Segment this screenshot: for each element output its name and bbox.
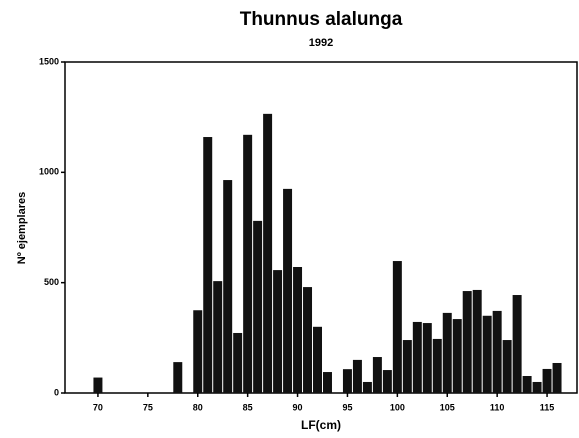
x-tick-label: 105 (440, 402, 455, 412)
x-tick-label: 95 (342, 402, 352, 412)
x-tick-label: 85 (243, 402, 253, 412)
bar (193, 310, 203, 393)
y-axis-label: Nº ejemplares (16, 192, 28, 265)
bar (243, 134, 253, 393)
y-tick-label: 1000 (39, 167, 59, 177)
x-tick-label: 70 (93, 402, 103, 412)
x-axis-label: LF(cm) (301, 418, 341, 432)
bar (372, 357, 382, 393)
y-tick-label: 0 (54, 387, 59, 397)
y-tick-label: 500 (44, 277, 59, 287)
bar (313, 326, 322, 393)
chart-title: Thunnus alalunga (240, 9, 403, 30)
bar (93, 377, 103, 393)
bar (213, 281, 223, 393)
bar (412, 321, 422, 393)
x-tick-label: 115 (540, 402, 555, 412)
bar (303, 287, 313, 393)
bar (342, 369, 352, 393)
x-tick-label: 75 (143, 402, 153, 412)
bar (362, 381, 372, 393)
bar (452, 319, 462, 393)
bar (482, 315, 492, 393)
bar (352, 359, 362, 393)
bar (263, 113, 273, 394)
x-tick-label: 110 (490, 402, 505, 412)
bar (462, 291, 472, 393)
bar (322, 372, 332, 393)
bar (293, 266, 303, 393)
bar (532, 381, 542, 393)
bar (442, 312, 452, 393)
bar (203, 137, 213, 393)
bar (283, 188, 293, 393)
x-tick-label: 80 (193, 402, 203, 412)
bar (512, 295, 522, 393)
bar (422, 323, 432, 393)
bar (382, 370, 392, 393)
bar (522, 376, 532, 393)
x-tick-label: 90 (293, 402, 303, 412)
bar (552, 362, 562, 393)
bar (472, 289, 482, 393)
bar (492, 310, 502, 393)
bar (223, 180, 233, 393)
bar (402, 340, 412, 393)
bar (502, 340, 512, 393)
bar (173, 362, 183, 393)
x-tick-label: 100 (390, 402, 405, 412)
bar (233, 332, 243, 393)
chart-subtitle: 1992 (309, 37, 333, 49)
y-tick-label: 1500 (39, 56, 59, 66)
bar (253, 220, 263, 393)
bar (432, 338, 442, 393)
bar (392, 261, 402, 393)
bar (542, 368, 552, 393)
bar (273, 270, 283, 393)
